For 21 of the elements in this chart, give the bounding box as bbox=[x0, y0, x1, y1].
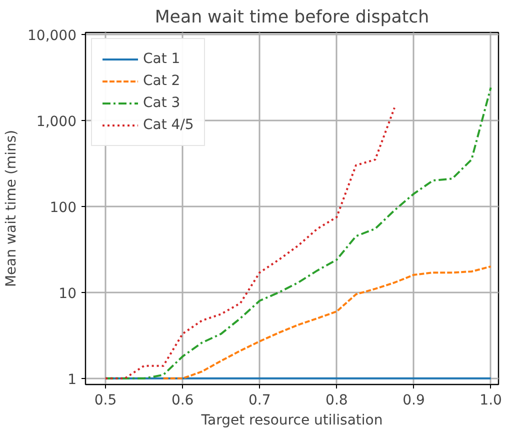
y-tick-label: 1,000 bbox=[36, 114, 77, 130]
x-axis-title: Target resource utilisation bbox=[200, 412, 383, 428]
legend-label: Cat 3 bbox=[143, 95, 180, 111]
x-tick-label: 0.6 bbox=[171, 392, 194, 408]
x-tick-label: 0.5 bbox=[94, 392, 117, 408]
legend-label: Cat 1 bbox=[143, 51, 180, 67]
line-series bbox=[104, 106, 396, 380]
chart-title: Mean wait time before dispatch bbox=[154, 8, 430, 28]
y-tick-label: 10 bbox=[58, 286, 77, 302]
x-tick-label: 1.0 bbox=[480, 392, 502, 408]
legend-label: Cat 2 bbox=[143, 73, 180, 89]
legend-label: Cat 4/5 bbox=[143, 117, 194, 133]
y-tick-label: 1 bbox=[68, 372, 77, 388]
y-tick-label: 10,000 bbox=[28, 28, 77, 44]
line-series bbox=[162, 266, 492, 380]
y-tick-label: 100 bbox=[50, 200, 77, 216]
x-tick-label: 0.7 bbox=[248, 392, 271, 408]
y-axis-title: Mean wait time (mins) bbox=[4, 130, 20, 288]
line-series bbox=[104, 86, 492, 380]
x-tick-label: 0.9 bbox=[402, 392, 425, 408]
x-tick-label: 0.8 bbox=[326, 392, 348, 408]
